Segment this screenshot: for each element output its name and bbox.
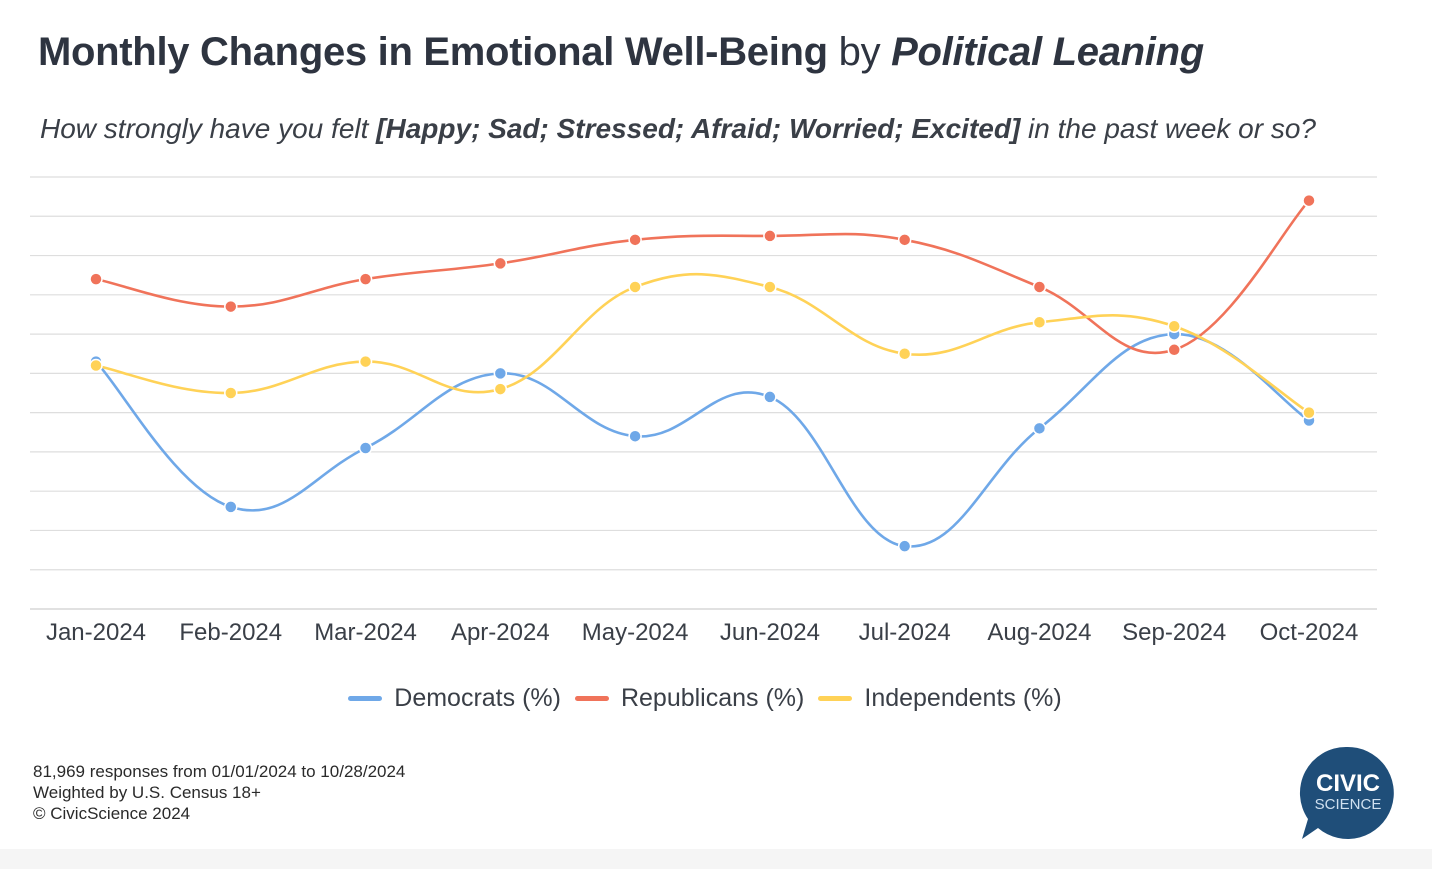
chart-title: Monthly Changes in Emotional Well-Being …	[38, 30, 1204, 75]
data-point-independents	[358, 354, 373, 369]
footer-responses: 81,969 responses from 01/01/2024 to 10/2…	[33, 762, 406, 781]
subtitle-pre: How strongly have you felt	[40, 113, 377, 144]
data-point-independents	[628, 280, 642, 294]
series-line-independents	[95, 272, 1310, 414]
data-point-independents	[89, 358, 103, 373]
data-point-independents	[1167, 319, 1181, 333]
legend-item-independents: Independents (%)	[818, 684, 1062, 713]
bottom-strip	[0, 849, 1432, 869]
footer-notes: 81,969 responses from 01/01/2024 to 10/2…	[33, 761, 405, 824]
series-line-democrats	[95, 332, 1310, 548]
data-point-democrats	[358, 441, 373, 455]
legend-swatch-independents	[818, 696, 853, 701]
x-tick-label: Sep-2024	[1122, 619, 1226, 646]
data-point-republicans	[1032, 280, 1047, 294]
data-point-independents	[897, 346, 912, 361]
data-point-democrats	[224, 500, 238, 514]
data-point-republicans	[89, 272, 103, 286]
legend: Democrats (%) Republicans (%) Independen…	[0, 684, 1410, 713]
data-point-republicans	[1302, 193, 1316, 208]
legend-label-democrats: Democrats (%)	[394, 684, 561, 712]
chart-title-main: Monthly Changes in Emotional Well-Being	[38, 30, 828, 74]
data-point-independents	[1302, 405, 1316, 420]
series-lines	[95, 199, 1310, 548]
data-point-republicans	[897, 233, 912, 247]
subtitle-emphasis: [Happy; Sad; Stressed; Afraid; Worried; …	[376, 113, 1021, 144]
logo-text-science: SCIENCE	[1315, 796, 1382, 813]
x-tick-label: Apr-2024	[451, 619, 550, 646]
data-point-republicans	[358, 272, 373, 286]
data-point-republicans	[628, 233, 642, 247]
data-point-democrats	[1032, 421, 1047, 436]
logo-text-civic: CIVIC	[1316, 770, 1380, 797]
subtitle-post: in the past week or so?	[1020, 113, 1317, 144]
x-tick-label: Feb-2024	[179, 619, 282, 646]
footer-copyright: © CivicScience 2024	[33, 804, 191, 823]
x-tick-label: Jan-2024	[46, 619, 146, 646]
legend-item-republicans: Republicans (%)	[574, 684, 805, 713]
data-point-independents	[224, 386, 238, 400]
line-chart: Jan-2024 Feb-2024 Mar-2024 Apr-2024 May-2024…	[30, 176, 1377, 646]
x-tick-label: May-2024	[582, 619, 689, 646]
legend-label-republicans: Republicans (%)	[620, 684, 805, 712]
data-point-republicans	[224, 299, 238, 314]
x-tick-label: Jun-2024	[720, 619, 820, 646]
legend-swatch-democrats	[348, 696, 383, 701]
x-tick-label: Oct-2024	[1260, 619, 1359, 646]
x-tick-label: Jul-2024	[859, 619, 951, 646]
data-point-republicans	[493, 256, 508, 271]
x-tick-label: Mar-2024	[314, 619, 417, 646]
data-point-independents	[493, 382, 508, 396]
data-point-independents	[1032, 315, 1047, 330]
x-tick-label: Aug-2024	[987, 619, 1091, 646]
legend-swatch-republicans	[574, 696, 609, 701]
chart-title-italic: Political Leaning	[891, 30, 1204, 74]
data-point-democrats	[493, 366, 508, 381]
data-point-democrats	[897, 539, 912, 553]
data-point-democrats	[628, 429, 642, 443]
legend-item-democrats: Democrats (%)	[348, 684, 561, 713]
chart-title-by: by	[838, 30, 881, 74]
series-line-republicans	[95, 199, 1310, 355]
series-points	[89, 193, 1316, 553]
data-point-republicans	[763, 229, 777, 243]
gridlines	[30, 176, 1377, 610]
data-point-democrats	[763, 390, 777, 404]
x-axis-tick-labels: Jan-2024 Feb-2024 Mar-2024 Apr-2024 May-2024…	[46, 619, 1358, 646]
data-point-independents	[763, 280, 777, 294]
data-point-republicans	[1167, 343, 1181, 357]
civicscience-logo: CIVIC SCIENCE	[1299, 746, 1394, 839]
footer-weighting: Weighted by U.S. Census 18+	[33, 783, 261, 802]
chart-subtitle: How strongly have you felt [Happy; Sad; …	[40, 113, 1316, 145]
legend-label-independents: Independents (%)	[864, 684, 1062, 712]
